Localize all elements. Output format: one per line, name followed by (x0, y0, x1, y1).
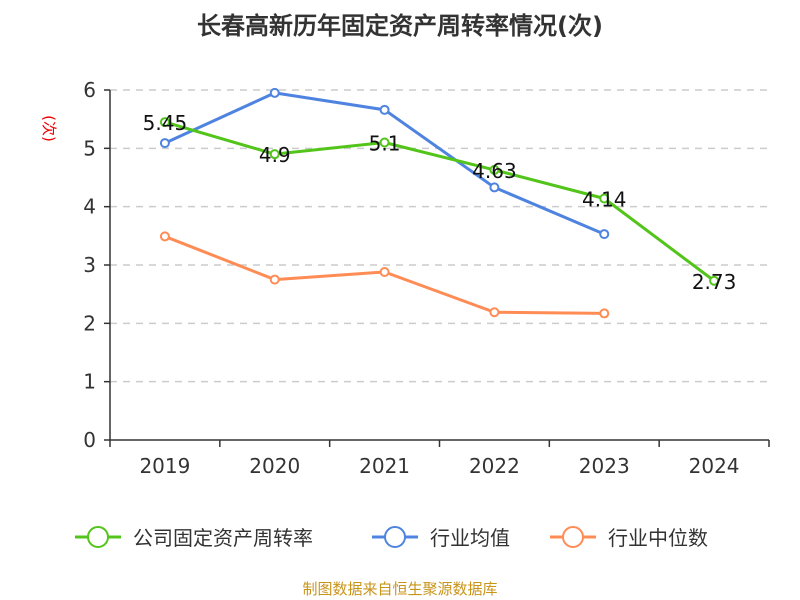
legend-label: 行业均值 (430, 526, 510, 550)
data-label: 4.63 (472, 159, 517, 183)
x-tick-label: 2024 (689, 454, 740, 478)
data-point (159, 231, 170, 242)
x-tick-label: 2023 (579, 454, 630, 478)
data-label: 4.9 (259, 143, 291, 167)
source-footer: 制图数据来自恒生聚源数据库 (302, 580, 498, 598)
legend-label: 公司固定资产周转率 (133, 526, 313, 550)
data-point (379, 267, 390, 277)
legend-marker (562, 526, 584, 548)
data-point (269, 274, 280, 285)
series-line-0 (164, 120, 715, 282)
data-label: 2.73 (692, 270, 737, 294)
data-point (489, 164, 500, 175)
data-point (159, 117, 170, 128)
data-point (599, 229, 610, 240)
data-point (379, 137, 390, 148)
y-tick-label: 5 (83, 136, 96, 160)
data-point (599, 308, 610, 319)
data-point (489, 182, 500, 193)
legend-label: 行业中位数 (608, 526, 708, 550)
x-tick-label: 2021 (359, 454, 410, 478)
data-point (269, 149, 280, 160)
data-point (599, 193, 610, 204)
y-tick-label: 3 (83, 253, 96, 277)
data-point (489, 307, 500, 318)
data-label: 4.14 (582, 188, 627, 212)
y-tick-label: 1 (83, 370, 96, 394)
data-point (159, 138, 170, 149)
x-tick-label: 2022 (469, 454, 520, 478)
data-label: 5.45 (143, 111, 188, 135)
y-tick-label: 2 (83, 311, 96, 335)
x-tick-label: 2020 (249, 454, 300, 478)
data-point (269, 87, 280, 98)
y-tick-label: 6 (83, 78, 96, 102)
x-tick-label: 2019 (139, 454, 190, 478)
legend-marker (87, 526, 109, 548)
data-point (379, 104, 390, 115)
y-tick-label: 4 (83, 195, 96, 219)
y-tick-label: 0 (83, 428, 96, 452)
chart-title: 长春高新历年固定资产周转率情况(次) (197, 12, 603, 40)
data-label: 5.1 (369, 132, 401, 156)
data-point (709, 275, 720, 286)
legend-marker (384, 526, 406, 548)
